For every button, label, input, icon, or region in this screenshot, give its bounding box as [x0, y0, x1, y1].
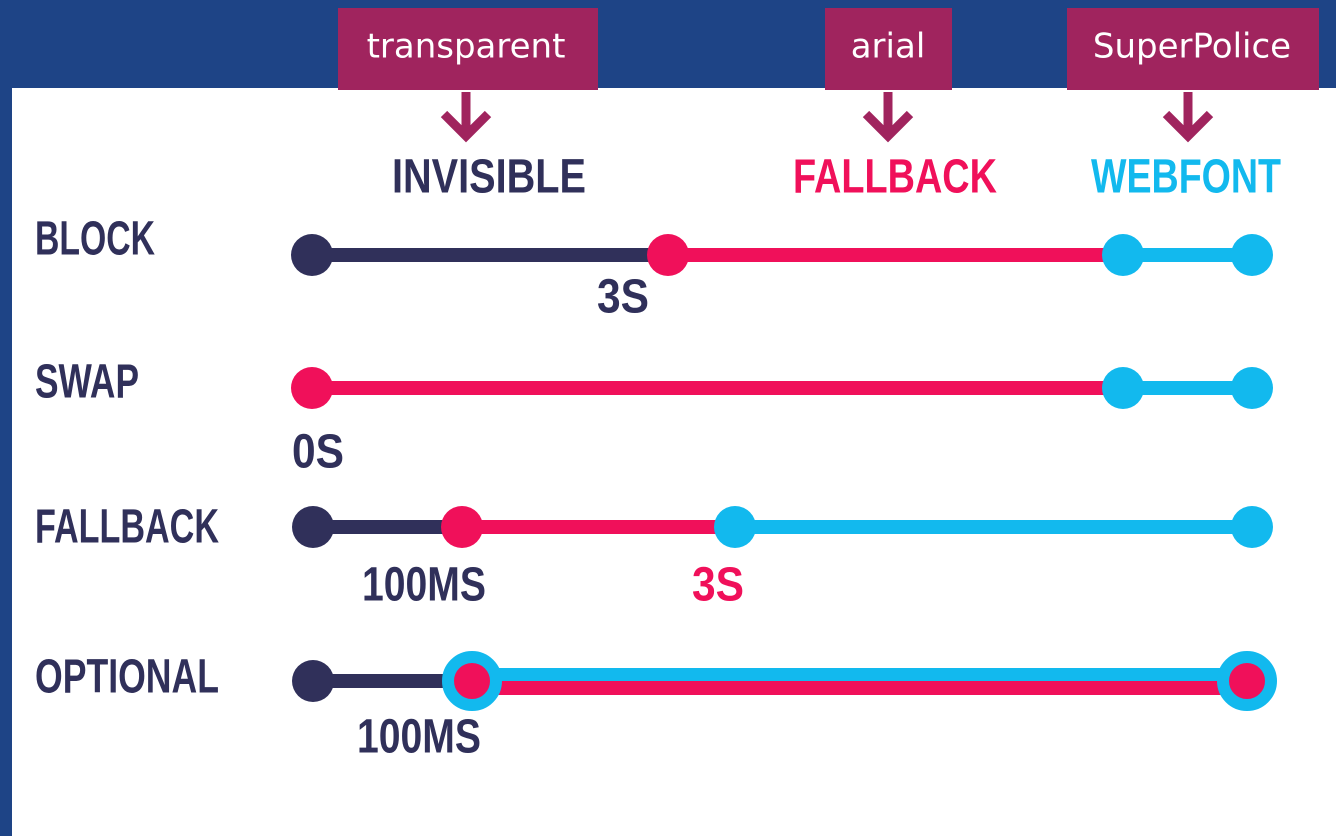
dots: [291, 234, 1277, 711]
arrow: [440, 92, 492, 143]
label: transparent: [367, 27, 566, 67]
label: arial: [851, 27, 926, 67]
label-boxes: [338, 8, 1319, 90]
label-box: [338, 8, 598, 90]
row-label: FALLBACK: [35, 501, 219, 554]
row-label: BLOCK: [35, 213, 155, 266]
dot: [1102, 367, 1144, 409]
dot: [291, 367, 333, 409]
dot: [1231, 367, 1273, 409]
time-note: 0S: [292, 426, 344, 479]
time-note: 100MS: [357, 711, 481, 764]
time-note: 3S: [692, 559, 744, 612]
timelines: [312, 248, 1252, 695]
dot: [1102, 234, 1144, 276]
dot: [714, 506, 756, 548]
dot: [292, 506, 334, 548]
label: SuperPolice: [1093, 27, 1291, 67]
header: INVISIBLE: [392, 151, 586, 204]
dot: [647, 234, 689, 276]
arrow: [1162, 92, 1214, 143]
row-label: SWAP: [35, 356, 139, 409]
dot: [1217, 651, 1277, 711]
time-note: 3S: [597, 271, 649, 324]
row-label: OPTIONAL: [35, 651, 219, 704]
label-box: [825, 8, 952, 90]
panel: [12, 88, 1336, 836]
dot: [1231, 506, 1273, 548]
dot: [441, 506, 483, 548]
dot: [442, 651, 502, 711]
header: WEBFONT: [1091, 151, 1281, 204]
arrows: [440, 92, 1214, 143]
header: FALLBACK: [793, 151, 997, 204]
label-box: [1067, 8, 1319, 90]
time-note: 100MS: [362, 559, 486, 612]
dot: [292, 660, 334, 702]
dot: [1231, 234, 1273, 276]
arrow: [862, 92, 914, 143]
dot: [291, 234, 333, 276]
